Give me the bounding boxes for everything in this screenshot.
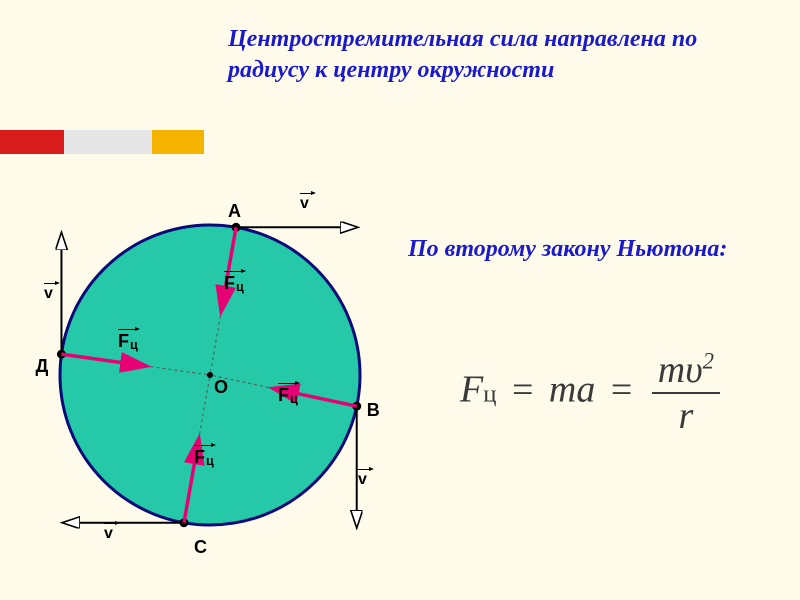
formula-ma: ma: [549, 369, 595, 411]
velocity-label-A: v: [300, 195, 309, 213]
formula-den: r: [673, 394, 700, 438]
formula-num-v: υ: [685, 349, 702, 391]
vector-overline: [300, 193, 312, 194]
velocity-label-C: v: [104, 525, 113, 543]
point-label-D: Д: [35, 356, 48, 377]
force-label-C: Fц: [194, 447, 214, 468]
centripetal-formula: Fц = ma = mυ2 r: [460, 348, 720, 438]
force-label-B: Fц: [278, 385, 298, 406]
vector-overline: [44, 283, 56, 284]
colorbar-segment: [0, 130, 64, 154]
formula-lhs-sub: ц: [483, 381, 496, 408]
velocity-label-D: v: [44, 285, 53, 303]
point-label-B: В: [367, 400, 380, 421]
formula-lhs-F: F: [460, 369, 483, 411]
vector-overline: [194, 445, 212, 446]
vector-overline: [358, 469, 370, 470]
force-label-D: Fц: [118, 331, 138, 352]
colorbar-segment: [152, 130, 204, 154]
centripetal-diagram: О Аv Fц Вv Fц Сv Fц Дv Fц: [20, 165, 400, 585]
law-label: По второму закону Ньютона:: [408, 234, 768, 265]
formula-num-m: m: [658, 349, 685, 391]
vector-overline: [224, 271, 242, 272]
point-label-A: А: [228, 201, 241, 222]
vector-overline: [104, 523, 116, 524]
point-label-C: С: [194, 537, 207, 558]
accent-colorbar: [0, 130, 204, 154]
vector-overline: [278, 383, 296, 384]
vector-overline: [118, 329, 136, 330]
force-label-A: Fц: [224, 273, 244, 294]
page-title: Центростремительная сила направлена по р…: [228, 24, 748, 86]
formula-num-sup: 2: [703, 348, 714, 373]
velocity-label-B: v: [358, 471, 367, 489]
center-label: О: [214, 377, 228, 398]
diagram-svg: [20, 165, 400, 585]
colorbar-segment: [64, 130, 152, 154]
